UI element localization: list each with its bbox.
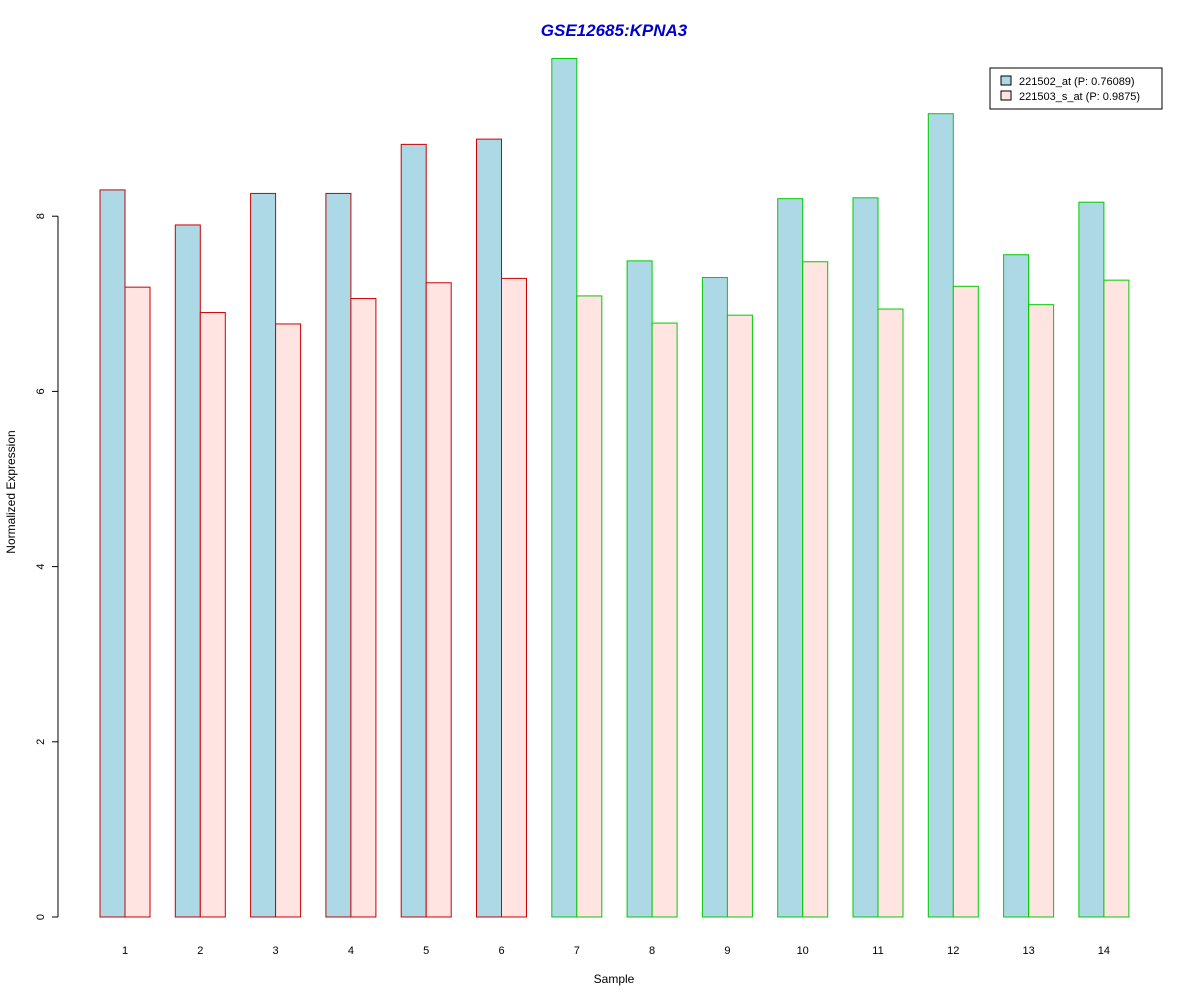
bar-sample-4-series-1 bbox=[325, 192, 352, 918]
legend-swatch-221502 bbox=[1000, 75, 1012, 86]
bar-sample-8-series-2 bbox=[651, 322, 678, 918]
bar-sample-6-series-2 bbox=[501, 277, 527, 918]
y-tick-label: 0 bbox=[35, 914, 47, 920]
legend-label-221503: 221503_s_at (P: 0.9875) bbox=[1019, 91, 1140, 103]
legend-label-221502: 221502_at (P: 0.76089) bbox=[1019, 76, 1135, 88]
bar-sample-1-series-1 bbox=[99, 189, 126, 918]
bar-sample-14-series-1 bbox=[1078, 201, 1105, 918]
x-tick-label: 2 bbox=[197, 945, 203, 957]
legend-swatch-221503 bbox=[1000, 90, 1012, 101]
x-tick-label: 13 bbox=[1022, 945, 1034, 957]
x-axis-tick-labels: 1 2 3 4 5 6 7 8 9 10 11 12 13 14 bbox=[122, 945, 1110, 957]
y-tick-label: 4 bbox=[35, 564, 47, 570]
bar-sample-7-series-1 bbox=[551, 58, 578, 918]
bar-sample-3-series-1 bbox=[250, 192, 277, 918]
x-tick-label: 7 bbox=[574, 945, 580, 957]
x-axis-label: Sample bbox=[594, 972, 635, 986]
bar-sample-1-series-2 bbox=[124, 286, 151, 918]
y-tick-label: 6 bbox=[35, 388, 47, 394]
bar-sample-11-series-2 bbox=[877, 308, 904, 918]
bar-sample-13-series-1 bbox=[1003, 254, 1030, 918]
bar-sample-12-series-2 bbox=[952, 285, 979, 918]
bar-sample-6-series-1 bbox=[476, 138, 502, 918]
legend-box bbox=[989, 67, 1163, 110]
bar-sample-13-series-2 bbox=[1028, 304, 1055, 918]
bar-sample-14-series-2 bbox=[1103, 279, 1130, 918]
x-tick-label: 3 bbox=[273, 945, 279, 957]
y-axis-label: Normalized Expression bbox=[4, 430, 18, 553]
x-tick-label: 14 bbox=[1098, 945, 1110, 957]
y-tick-label: 8 bbox=[35, 213, 47, 219]
bar-sample-9-series-2 bbox=[726, 314, 753, 918]
bar-sample-3-series-2 bbox=[275, 323, 302, 918]
bar-sample-2-series-2 bbox=[199, 312, 226, 918]
bar-sample-11-series-1 bbox=[852, 197, 879, 918]
bar-sample-9-series-1 bbox=[701, 277, 728, 918]
bar-sample-4-series-2 bbox=[350, 298, 377, 918]
bar-sample-5-series-2 bbox=[425, 282, 452, 918]
x-tick-label: 5 bbox=[423, 945, 429, 957]
chart-title: GSE12685:KPNA3 bbox=[541, 21, 688, 40]
y-tick-label: 2 bbox=[35, 739, 47, 745]
bar-sample-7-series-2 bbox=[576, 295, 603, 918]
bar-sample-10-series-1 bbox=[777, 198, 804, 918]
legend: 221502_at (P: 0.76089) 221503_s_at (P: 0… bbox=[989, 67, 1163, 110]
bars bbox=[99, 58, 1130, 918]
y-axis: 0 2 4 6 8 bbox=[35, 213, 59, 920]
x-tick-label: 1 bbox=[122, 945, 128, 957]
x-tick-label: 11 bbox=[872, 945, 883, 957]
x-tick-label: 4 bbox=[348, 945, 354, 957]
bar-sample-2-series-1 bbox=[174, 224, 201, 918]
x-tick-label: 6 bbox=[498, 945, 504, 957]
x-tick-label: 9 bbox=[724, 945, 730, 957]
bar-sample-8-series-1 bbox=[626, 260, 653, 918]
bar-sample-12-series-1 bbox=[927, 113, 954, 918]
x-tick-label: 12 bbox=[947, 945, 959, 957]
bar-sample-5-series-1 bbox=[400, 143, 427, 918]
x-tick-label: 10 bbox=[797, 945, 809, 957]
x-tick-label: 8 bbox=[649, 945, 655, 957]
bar-sample-10-series-2 bbox=[802, 261, 829, 918]
